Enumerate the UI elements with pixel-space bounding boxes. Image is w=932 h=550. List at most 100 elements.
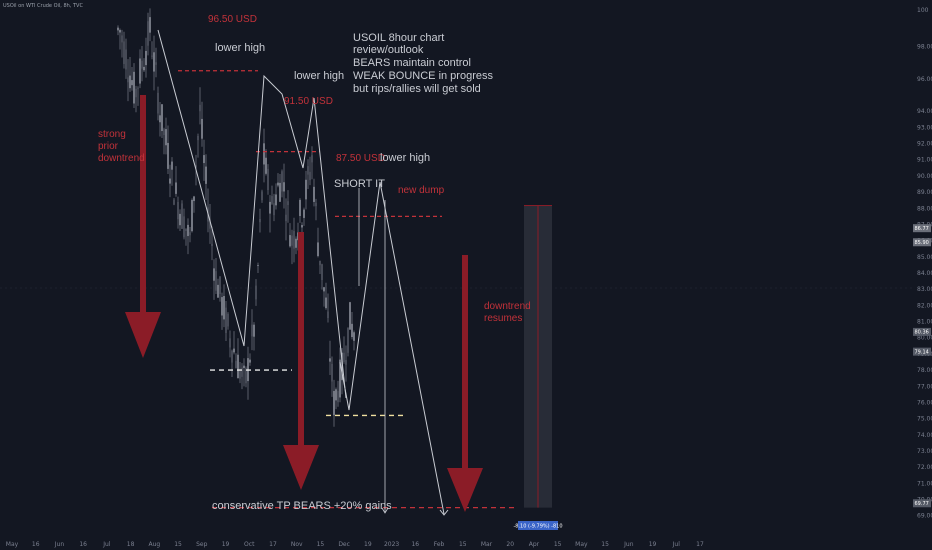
candle-body <box>169 178 171 184</box>
label-87-50: 87.50 USD <box>336 153 385 164</box>
candle-body <box>137 87 139 89</box>
candles <box>117 8 355 427</box>
candle-body <box>343 352 345 362</box>
time-axis-tick: Apr <box>529 541 540 548</box>
candle-body <box>301 225 303 228</box>
time-axis[interactable]: May 16 Jun 16 Jul 18 Aug 15 Sep 19 Oct 17 Nov 15 Dec 19… <box>6 541 704 548</box>
candle-body <box>337 390 339 403</box>
price-axis-tick: 75.00 <box>917 416 932 423</box>
candle-body <box>215 271 217 291</box>
time-axis-tick: Aug <box>148 541 160 548</box>
candle-body <box>179 213 181 226</box>
time-axis-tick: 20 <box>506 541 514 548</box>
candle-body <box>195 165 197 168</box>
time-axis-tick: Nov <box>291 541 303 548</box>
time-axis-tick: 15 <box>459 541 467 548</box>
candle-body <box>275 194 277 206</box>
candle-body <box>175 182 177 194</box>
candle-body <box>331 363 333 382</box>
measure-box-label: -8.10 (-9.79%) -810 <box>513 524 562 530</box>
candle-body <box>339 359 341 398</box>
candle-body <box>327 311 329 319</box>
candle-body <box>303 209 305 218</box>
wave-drawing <box>157 29 347 399</box>
candle-body <box>237 354 239 379</box>
candle-body <box>311 155 313 163</box>
candle-body <box>221 297 223 316</box>
projection-arrowhead <box>439 509 449 516</box>
price-tags: 86.77 85.90 80.36 79.14 69.77 <box>913 224 931 508</box>
candle-body <box>231 350 233 363</box>
price-axis-tick: 74.00 <box>917 432 932 439</box>
price-tag-bg <box>913 224 931 233</box>
candle-body <box>161 104 163 132</box>
short-it-label: SHORT IT <box>334 178 385 190</box>
candle-body <box>119 30 121 33</box>
candle-body <box>267 168 269 191</box>
time-axis-tick: 19 <box>364 541 372 548</box>
candle-body <box>291 235 293 246</box>
candle-body <box>139 58 141 84</box>
target-label: conservative TP BEARS +20% gains <box>212 500 392 512</box>
time-axis-tick: Jun <box>54 541 65 548</box>
time-axis-tick: 15 <box>554 541 562 548</box>
candle-body <box>183 216 185 238</box>
time-axis-tick: Jun <box>623 541 634 548</box>
price-axis-tick: 100 <box>917 7 929 14</box>
candle-body <box>263 143 265 165</box>
candle-body <box>283 182 285 192</box>
price-axis-tick: 72.00 <box>917 464 932 471</box>
candle-body <box>259 218 261 223</box>
price-axis-tick: 81.00 <box>917 319 932 326</box>
candle-body <box>333 390 335 416</box>
time-axis-tick: 16 <box>411 541 419 548</box>
candle-body <box>347 327 349 353</box>
candle-body <box>255 285 257 300</box>
outlook-line-1: USOIL 8hour chart <box>353 32 444 44</box>
candle-body <box>299 199 301 217</box>
candle-body <box>251 324 253 337</box>
candle-body <box>133 71 135 104</box>
levels <box>178 70 518 509</box>
outlook-line-2: review/outlook <box>353 44 424 56</box>
measure-box[interactable]: -8.10 (-9.79%) -810 <box>513 205 563 530</box>
candle-body <box>165 129 167 146</box>
time-axis-tick: 15 <box>174 541 182 548</box>
time-axis-tick: 15 <box>317 541 325 548</box>
time-axis-tick: 16 <box>79 541 87 548</box>
candle-body <box>121 35 123 43</box>
candle-body <box>201 118 203 139</box>
time-axis-tick: 15 <box>601 541 609 548</box>
lower-high-3: lower high <box>380 152 430 164</box>
outlook-line-3: BEARS maintain control <box>353 57 471 69</box>
price-axis[interactable]: 100 98.00 96.00 94.00 93.00 92.00 91.00 90.00 89… <box>917 7 932 520</box>
price-tag: 69.77 <box>915 501 929 507</box>
candle-body <box>211 243 213 247</box>
bear-arrow-1 <box>125 95 161 358</box>
candle-body <box>229 338 231 348</box>
candle-body <box>135 88 137 98</box>
time-axis-tick: Jul <box>672 541 681 548</box>
candle-body <box>213 268 215 281</box>
annotations: 96.50 USD 91.50 USD 87.50 USD lower high… <box>98 14 531 512</box>
price-axis-tick: 84.00 <box>917 270 932 277</box>
candle-body <box>225 307 227 333</box>
candle-body <box>149 17 151 33</box>
candle-body <box>323 287 325 292</box>
candle-body <box>177 202 179 220</box>
candle-body <box>127 77 129 83</box>
candle-body <box>325 297 327 309</box>
prior-downtrend-2: prior <box>98 141 119 152</box>
candle-body <box>125 49 127 70</box>
candle-body <box>187 224 189 237</box>
price-axis-tick: 80.00 <box>917 335 932 342</box>
candle-body <box>141 60 143 69</box>
candle-body <box>305 179 307 200</box>
candle-body <box>281 171 283 192</box>
downtrend-resumes-1: downtrend <box>484 301 531 312</box>
candle-body <box>191 199 193 232</box>
candle-body <box>217 284 219 298</box>
candle-body <box>289 235 291 247</box>
